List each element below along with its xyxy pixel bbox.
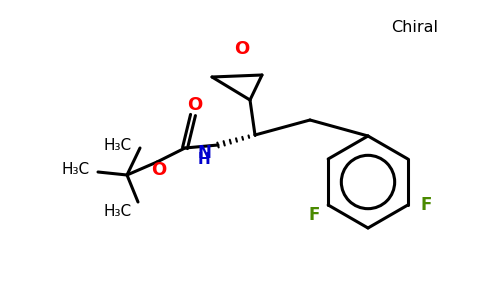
Text: O: O <box>151 161 166 179</box>
Text: Chiral: Chiral <box>392 20 439 35</box>
Text: H₃C: H₃C <box>104 205 132 220</box>
Text: F: F <box>420 196 432 214</box>
Text: N: N <box>197 144 211 162</box>
Text: O: O <box>234 40 250 58</box>
Text: H₃C: H₃C <box>62 163 90 178</box>
Text: H: H <box>197 152 211 167</box>
Text: F: F <box>308 206 320 224</box>
Text: O: O <box>187 96 203 114</box>
Text: H₃C: H₃C <box>104 137 132 152</box>
